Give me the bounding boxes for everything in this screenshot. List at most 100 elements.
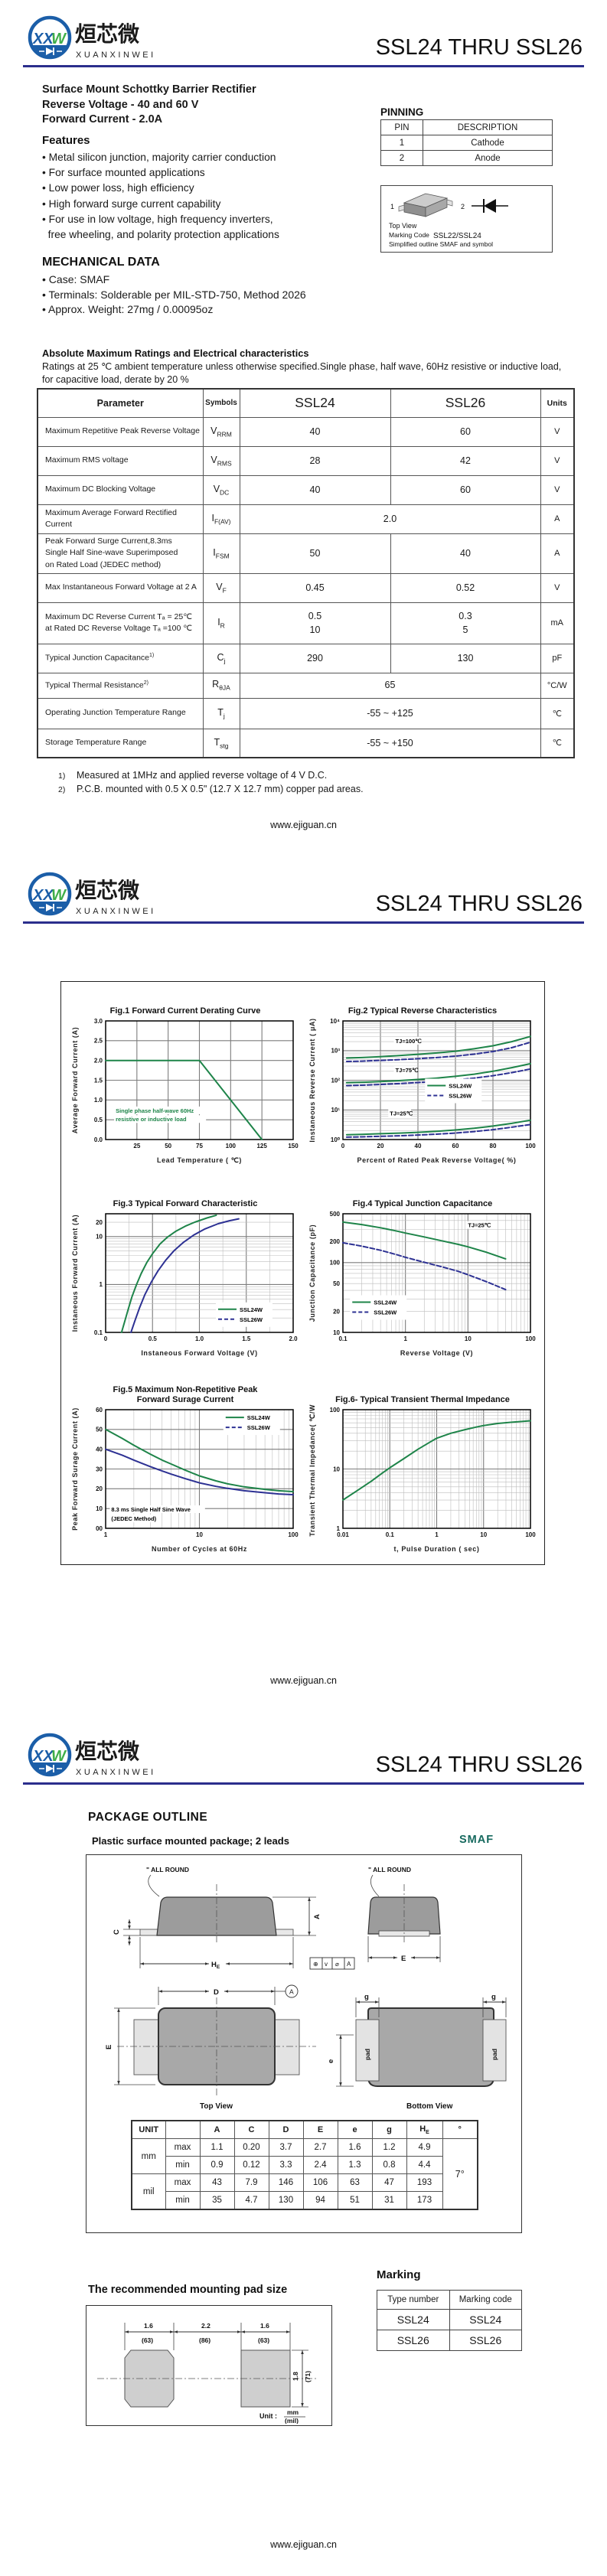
dim-E: E — [401, 1955, 406, 1963]
pin1-label: 1 — [390, 203, 394, 210]
svg-text:60: 60 — [452, 1143, 459, 1149]
svg-text:1.5: 1.5 — [94, 1077, 103, 1084]
svg-text:75: 75 — [196, 1143, 203, 1149]
svg-text:Instaneous Forward Current (A: Instaneous Forward Current (A) — [71, 1215, 79, 1332]
svg-text:2.0: 2.0 — [289, 1335, 298, 1342]
svg-text:40: 40 — [96, 1446, 103, 1453]
diode-symbol-icon — [472, 199, 508, 213]
dim-g: g — [491, 1993, 496, 2001]
brand-name-en: XUANXINWEI — [76, 51, 156, 60]
dim-col-header: g — [371, 2120, 407, 2139]
footnote: 2) P.C.B. mounted with 0.5 X 0.5" (12.7 X… — [58, 784, 364, 794]
pad-unit-mil: (mil) — [285, 2417, 299, 2424]
svg-text:Instaneous Forward Voltage (V): Instaneous Forward Voltage (V) — [141, 1349, 257, 1357]
ratings-col-header: Parameter — [37, 388, 204, 418]
header-rule — [23, 65, 584, 67]
pad-unit-mm: mm — [287, 2408, 299, 2416]
svg-text:80: 80 — [490, 1143, 497, 1149]
svg-text:10: 10 — [96, 1505, 103, 1512]
svg-text:resistive or inductive load: resistive or inductive load — [116, 1116, 187, 1123]
svg-text:Average Forward Current (A): Average Forward Current (A) — [71, 1027, 79, 1133]
dimension-row: min 0.9 0.12 3.3 2.4 1.3 0.8 4.4 — [132, 2156, 478, 2174]
lead-angle: 7° — [442, 2138, 478, 2210]
figure-chart: 25 50 75 100 125 150 0.0 0.5 1.0 1.5 2.0 2.5 3.0 Lead… — [71, 1018, 299, 1164]
svg-text:100: 100 — [525, 1143, 536, 1149]
svg-text:Instaneous Reverse Current ( μ: Instaneous Reverse Current ( μA) — [308, 1018, 316, 1142]
ratings-row: Maximum DC Reverse Current Tₐ = 25℃ at Ra… — [37, 602, 575, 644]
figure-title: Fig.6- Typical Transient Thermal Impedan… — [335, 1394, 510, 1404]
svg-text:50: 50 — [333, 1280, 340, 1287]
text-line: • Metal silicon junction, majority carri… — [42, 152, 276, 163]
marking-code-value: SSL22/SSL24 — [433, 232, 481, 240]
svg-text:⌀: ⌀ — [335, 1961, 339, 1968]
ratings-row: Max Instantaneous Forward Voltage at 2 A… — [37, 572, 575, 603]
svg-text:150: 150 — [288, 1143, 299, 1149]
dim-col-header: C — [233, 2120, 269, 2139]
text-line: free wheeling, and polarity protection a… — [42, 229, 279, 241]
table-row: 2 Anode — [380, 150, 553, 166]
svg-text:SSL26W: SSL26W — [240, 1316, 263, 1323]
svg-text:20: 20 — [96, 1219, 103, 1226]
pinning-table: PIN DESCRIPTION 1 Cathode 2 Anode — [380, 119, 553, 166]
svg-text:10⁴: 10⁴ — [330, 1018, 340, 1025]
figure-chart: 0 0.5 1.0 1.5 2.0 0.1 1 10 20 Instaneous Forward … — [71, 1213, 298, 1357]
ratings-row: Operating Junction Temperature Range Tj -5… — [37, 697, 575, 729]
dim-col-header: A — [199, 2120, 235, 2139]
svg-text:00: 00 — [96, 1525, 103, 1532]
svg-text:1: 1 — [337, 1525, 341, 1532]
footer-url: www.ejiguan.cn — [270, 2539, 337, 2550]
pad-label: pad — [491, 2049, 498, 2060]
figure-5: Fig.5 Maximum Non-Repetitive Peak Forward… — [70, 1384, 300, 1557]
page-header: XX W 烜芯微 XUANXINWEI SSL24 THRU SSL26 — [0, 14, 607, 67]
mechanical-data-title: MECHANICAL DATA — [42, 256, 160, 269]
svg-text:0.5: 0.5 — [94, 1117, 103, 1123]
footer-url: www.ejiguan.cn — [270, 820, 337, 830]
svg-text:10¹: 10¹ — [331, 1107, 340, 1114]
top-view-label: Top View — [200, 2102, 233, 2111]
ratings-table-container: Parameter Symbols SSL24 SSL26 Units Maximum R… — [37, 388, 575, 758]
svg-text:200: 200 — [330, 1238, 341, 1245]
dim-col-header: HE — [406, 2120, 443, 2139]
text-line: • High forward surge current capability — [42, 197, 221, 210]
pinning-header-pin: PIN — [380, 119, 423, 135]
svg-text:TJ=25℃: TJ=25℃ — [468, 1222, 491, 1229]
pin-desc: Anode — [423, 150, 553, 166]
svg-text:10: 10 — [333, 1466, 340, 1472]
figure-title: Fig.3 Typical Forward Characteristic — [113, 1198, 258, 1208]
logo-diode-icon — [39, 1765, 62, 1772]
svg-text:500: 500 — [330, 1211, 341, 1218]
pinning-header-desc: DESCRIPTION — [423, 119, 553, 135]
dim-col-header: E — [302, 2120, 338, 2139]
pad-dim: 1.6 — [260, 2322, 269, 2330]
text-line: • Case: SMAF — [42, 273, 110, 285]
marking-title: Marking — [377, 2268, 421, 2281]
figure-2: Fig.2 Typical Reverse Characteristics 0 20… — [308, 995, 537, 1169]
ratings-row: Maximum RMS voltage VRMS 28 42 V — [37, 445, 575, 476]
svg-text:50: 50 — [165, 1143, 171, 1149]
package-outline-drawing: " ALL ROUND C A HE ⊕ — [105, 1866, 507, 2111]
table-row: SSL24 SSL24 — [377, 2309, 522, 2330]
svg-text:100: 100 — [525, 1531, 536, 1538]
ratings-col-header: Units — [540, 388, 575, 418]
doc-title: SSL24 THRU SSL26 — [375, 1753, 583, 1777]
pad-dim: (63) — [258, 2336, 269, 2344]
ratings-col-header: SSL24 — [239, 388, 391, 418]
svg-text:Number of Cycles at 60Hz: Number of Cycles at 60Hz — [152, 1545, 247, 1553]
svg-text:1: 1 — [100, 1281, 103, 1288]
svg-text:0: 0 — [104, 1335, 108, 1342]
package-outline-title: PACKAGE OUTLINE — [88, 1811, 208, 1824]
logo-w: W — [51, 887, 67, 904]
brand-logo: XX W 烜芯微 XUANXINWEI — [28, 15, 156, 60]
svg-text:0.1: 0.1 — [338, 1335, 348, 1342]
svg-text:A: A — [347, 1961, 351, 1968]
svg-text:SSL24W: SSL24W — [247, 1414, 271, 1421]
ratings-row: Typical Thermal Resistance2) RθJA 65 °C/W — [37, 672, 575, 699]
package-name: SMAF — [459, 1834, 494, 1846]
text-line: Forward Current - 2.0A — [42, 113, 163, 126]
svg-text:20: 20 — [333, 1308, 340, 1315]
mounting-pad-box: 1.6 (63) 2.2 (86) 1.6 (63) 1.8 (71) Unit… — [86, 2305, 332, 2426]
svg-text:1: 1 — [435, 1531, 439, 1538]
